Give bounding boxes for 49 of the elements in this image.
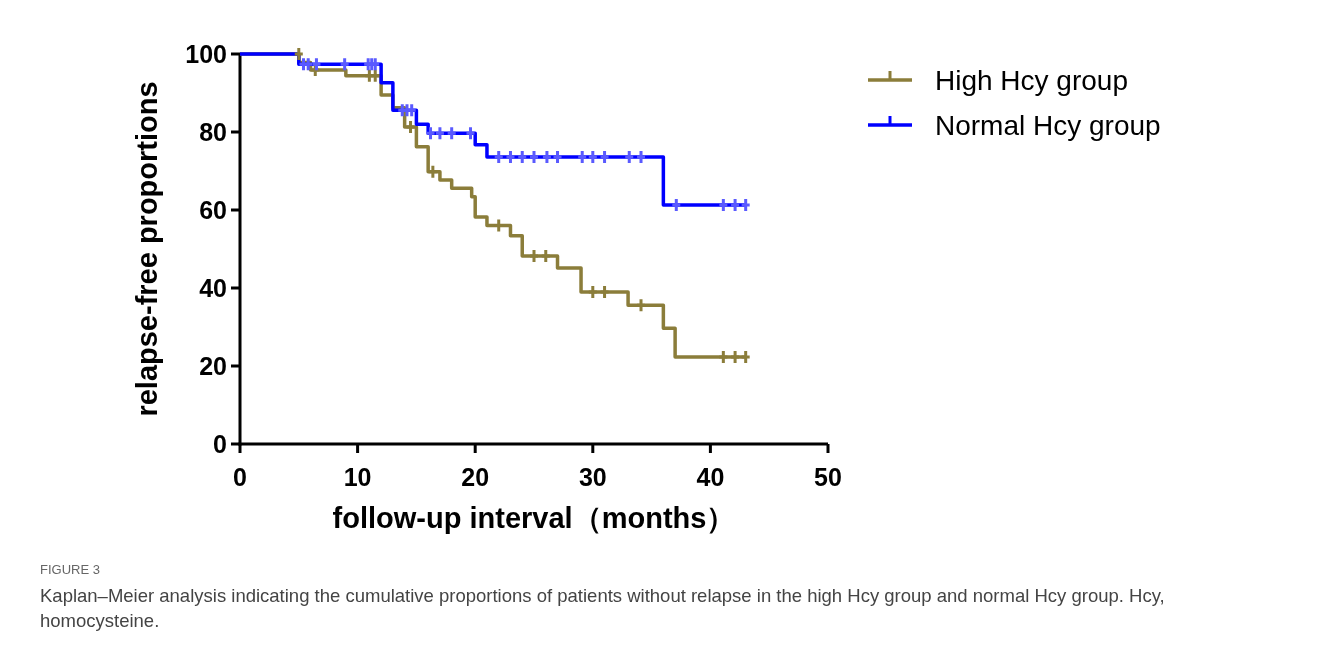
point — [293, 46, 305, 62]
point — [587, 149, 599, 165]
y-tick-label: 100 — [185, 40, 227, 68]
point — [635, 297, 647, 313]
x-tick-label: 10 — [343, 463, 372, 491]
point — [717, 197, 729, 213]
point — [446, 125, 458, 141]
x-tick-label: 20 — [461, 463, 490, 491]
point — [576, 149, 588, 165]
point — [310, 56, 322, 72]
point — [493, 149, 505, 165]
x-tick-label: 40 — [696, 463, 725, 491]
point — [528, 248, 540, 264]
y-axis-title: relapse-free proportions — [131, 81, 163, 417]
point — [504, 149, 516, 165]
point — [635, 149, 647, 165]
point — [541, 149, 553, 165]
x-tick-label: 50 — [814, 463, 842, 491]
point — [599, 284, 611, 300]
point — [405, 119, 417, 135]
y-tick-label: 60 — [199, 196, 227, 224]
point — [623, 149, 635, 165]
point — [740, 197, 752, 213]
y-tick-label: 40 — [199, 274, 227, 302]
point — [587, 284, 599, 300]
point — [552, 149, 564, 165]
legend-label: High Hcy group — [935, 64, 1128, 96]
point — [717, 349, 729, 365]
point — [369, 68, 381, 84]
point — [528, 149, 540, 165]
point — [729, 197, 741, 213]
text: Kaplan–Meier analysis indicating the cumulative proportions of patients without relapse in the high Hcy group and normal Hcy group. Hcy, homocysteine. — [40, 584, 1166, 633]
x-axis-title: follow-up interval（months） — [332, 502, 736, 534]
point — [427, 164, 439, 180]
caption: FIGURE 3 — [40, 562, 101, 577]
legend-label: Normal Hcy group — [935, 109, 1161, 141]
point — [516, 149, 528, 165]
y-tick-label: 0 — [213, 430, 227, 458]
point — [670, 197, 682, 213]
point — [599, 149, 611, 165]
point — [425, 125, 437, 141]
y-tick-label: 80 — [199, 118, 227, 146]
point — [339, 56, 351, 72]
y-tick-label: 20 — [199, 352, 227, 380]
x-tick-label: 0 — [233, 463, 247, 491]
x-tick-label: 30 — [578, 463, 607, 491]
point — [729, 349, 741, 365]
point — [434, 125, 446, 141]
point — [540, 248, 552, 264]
